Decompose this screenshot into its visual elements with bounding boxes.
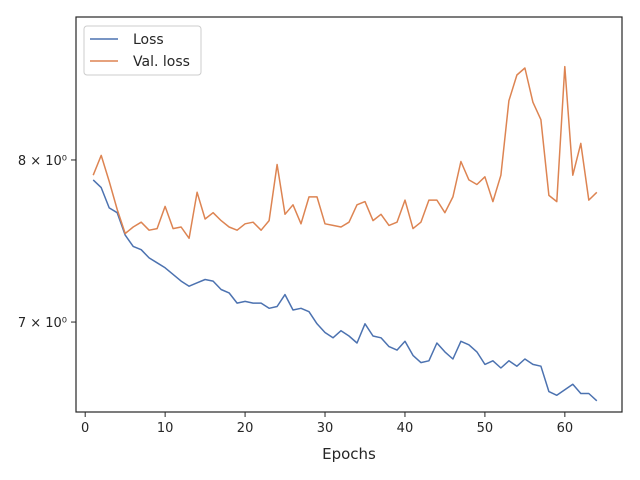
x-tick-label: 0 <box>81 421 89 436</box>
plot-frame <box>75 16 623 413</box>
y-axis: 7 × 10⁰ 8 × 10⁰ <box>18 154 76 331</box>
y-tick-label: 8 × 10⁰ <box>18 154 67 169</box>
x-tick-label: 30 <box>317 421 334 436</box>
plot-lines <box>92 65 598 402</box>
legend: Loss Val. loss <box>83 25 202 76</box>
x-tick-label: 10 <box>157 421 174 436</box>
legend-label: Val. loss <box>133 54 190 70</box>
x-axis: 0 10 20 30 40 50 60 <box>81 412 573 436</box>
x-axis-label: Epochs <box>322 445 376 463</box>
legend-label: Loss <box>133 32 164 48</box>
series-line-loss <box>92 179 598 402</box>
series-line-val-loss <box>92 65 598 240</box>
x-tick-label: 20 <box>237 421 254 436</box>
x-tick-label: 40 <box>397 421 414 436</box>
x-tick-label: 50 <box>477 421 494 436</box>
y-tick-label: 7 × 10⁰ <box>18 316 67 331</box>
x-tick-label: 60 <box>557 421 574 436</box>
